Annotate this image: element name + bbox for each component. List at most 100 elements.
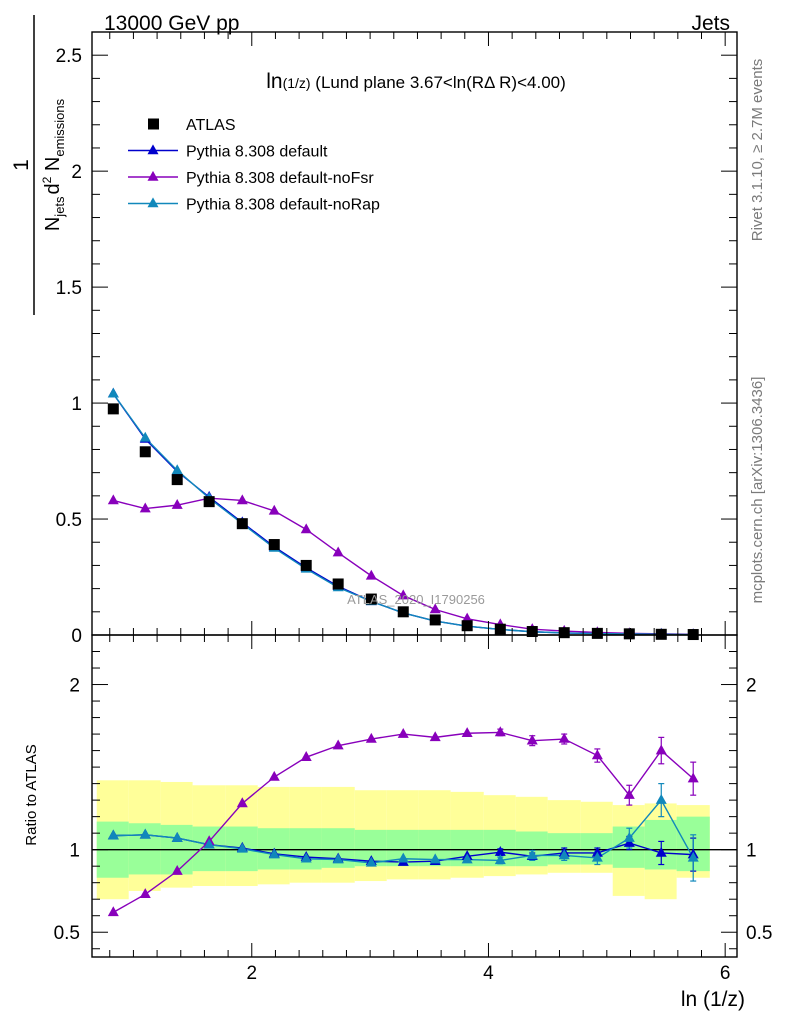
ylabel-d2: d	[42, 183, 64, 194]
data-point-11	[461, 620, 473, 632]
header-energy: 13000 GeV pp	[104, 12, 239, 35]
main-marker-series-1-2	[171, 498, 183, 509]
watermark: ATLAS_2020_I1790256	[347, 592, 485, 607]
ratio-marker-series-1-18	[687, 772, 699, 783]
ratio-marker-series-1-17	[655, 744, 667, 755]
legend-label-series-1: Pythia 8.308 default-noFsr	[186, 170, 374, 187]
ratio-marker-series-1-12	[494, 726, 506, 737]
ratio-marker-series-2-5	[268, 848, 280, 859]
ratio-marker-series-2-10	[429, 853, 441, 864]
ratio-marker-series-2-15	[591, 851, 603, 862]
ylabel-denominator: Njets d2 Nemissions	[40, 98, 67, 231]
ratio-marker-series-2-18	[687, 851, 699, 862]
x-axis-label: ln (1/z)	[681, 988, 745, 1011]
ratio-marker-series-2-13	[526, 849, 538, 860]
data-point-2	[171, 474, 183, 486]
ratio-panel: 2 4 6 0.5 0.5 1 1 2 2	[54, 634, 772, 984]
main-marker-series-1-4	[236, 494, 248, 505]
x-tick-label-1: 4	[483, 963, 494, 984]
ratio-marker-series-0-12	[494, 846, 506, 856]
ylabel-emissions: emissions	[52, 98, 67, 156]
ratio-marker-series-2-8	[365, 856, 377, 867]
main-marker-series-1-0	[107, 494, 119, 505]
ratio-marker-series-1-5	[268, 770, 280, 781]
ratio-marker-series-2-16	[623, 831, 635, 842]
main-marker-series-1-9	[397, 589, 409, 600]
legend: ATLAS Pythia 8.308 default Pythia 8.308 de…	[128, 117, 380, 214]
data-point-6	[300, 559, 312, 571]
ratio-marker-series-1-7	[332, 739, 344, 750]
data-point-7	[332, 578, 344, 590]
ylabel-inner: d2 Nemissions	[40, 98, 67, 194]
mcplots-label: mcplots.cern.ch [arXiv:1306.3436]	[749, 377, 766, 604]
main-y-tick-label-3: 1.5	[56, 278, 82, 299]
legend-label-series-2: Pythia 8.308 default-noRap	[186, 197, 380, 214]
ratio-marker-series-0-15	[591, 846, 603, 857]
band-inner-6	[289, 828, 322, 870]
ratio-marker-series-2-12	[494, 854, 506, 865]
ratio-y-tick-label-right-2: 2	[746, 676, 757, 697]
main-y-tick-label-4: 2	[71, 162, 82, 183]
main-y-tick-label-5: 2.5	[56, 46, 82, 67]
data-point-16	[623, 628, 635, 640]
data-point-10	[429, 614, 441, 626]
ratio-marker-series-1-0	[107, 906, 119, 917]
ratio-y-tick-label-left-2: 2	[69, 676, 80, 697]
ratio-marker-series-2-9	[397, 852, 409, 863]
ratio-marker-series-1-11	[461, 727, 473, 738]
data-point-9	[397, 606, 409, 618]
ratio-marker-series-1-13	[526, 734, 538, 745]
data-point-0	[107, 403, 119, 415]
x-tick-label-0: 2	[246, 963, 257, 984]
main-marker-series-2-0	[107, 387, 119, 398]
legend-marker-series-0	[147, 144, 159, 155]
ratio-marker-series-2-0	[107, 829, 119, 840]
main-marker-series-1-7	[332, 546, 344, 557]
plot-title: ln(1/z) (Lund plane 3.67<ln(RΔ R)<4.00)	[266, 70, 566, 93]
data-point-3	[203, 496, 215, 508]
ratio-marker-series-2-14	[558, 849, 570, 860]
ratio-marker-series-2-4	[236, 842, 248, 853]
legend-marker-series-1	[147, 170, 159, 181]
header-jets: Jets	[691, 12, 730, 35]
legend-marker-series-2	[147, 197, 159, 208]
ratio-marker-series-2-3	[203, 838, 215, 849]
ratio-y-tick-label-left-0: 0.5	[54, 923, 80, 944]
data-point-8	[365, 593, 377, 605]
plot-title-ln: ln	[266, 70, 282, 93]
main-marker-series-2-2	[171, 464, 183, 475]
data-point-15	[591, 627, 603, 639]
main-marker-series-1-11	[461, 612, 473, 623]
ylabel-jets: jets	[52, 196, 67, 218]
legend-marker-data	[148, 118, 159, 130]
data-point-14	[558, 627, 570, 639]
ratio-marker-series-2-11	[461, 853, 473, 864]
ratio-marker-series-0-16	[623, 836, 635, 847]
ratio-ylabel: Ratio to ATLAS	[23, 744, 40, 845]
ylabel-one: 1	[10, 159, 33, 171]
main-marker-series-1-1	[139, 502, 151, 513]
ratio-marker-series-1-10	[429, 731, 441, 742]
main-y-tick-label-1: 0.5	[56, 510, 82, 531]
band-inner-3	[192, 826, 226, 872]
ratio-marker-series-0-17	[655, 846, 667, 857]
ratio-marker-series-1-6	[300, 751, 312, 761]
x-tick-label-2: 6	[720, 963, 731, 984]
ratio-marker-series-1-15	[591, 749, 603, 760]
ratio-y-tick-label-right-0: 0.5	[746, 923, 772, 944]
ratio-marker-series-1-1	[139, 888, 151, 899]
ratio-frame	[91, 634, 738, 958]
legend-label-series-0: Pythia 8.308 default	[186, 144, 328, 161]
main-marker-series-1-6	[300, 523, 312, 534]
plot-title-arg: (1/z)	[283, 75, 311, 91]
ratio-marker-series-1-2	[171, 864, 183, 875]
ratio-marker-series-1-16	[623, 789, 635, 799]
main-y-tick-label-2: 1	[71, 394, 82, 415]
ylabel-Nem: N	[42, 157, 64, 177]
ratio-marker-series-2-17	[655, 793, 667, 804]
data-point-13	[526, 626, 538, 638]
ylabel-sup: 2	[40, 176, 54, 183]
data-point-5	[268, 539, 280, 551]
ylabel-N: N	[42, 217, 64, 231]
